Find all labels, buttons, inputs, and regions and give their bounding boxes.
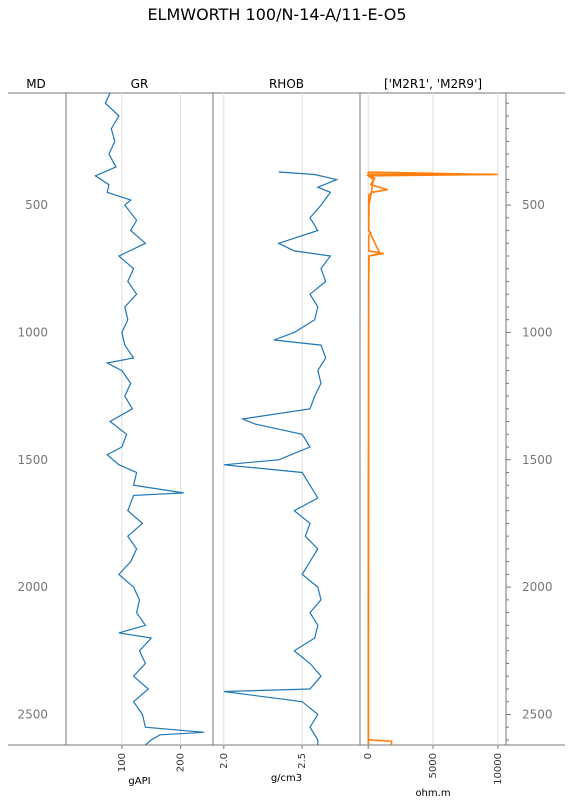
depth-tick-label: 2500 [17, 707, 48, 721]
log-tracks: GR 100 200 gAPI RHOB 2.0 2.5 g/cm3 ['M2R1', 'M2R… [94, 77, 504, 799]
x-tick-label: 100 [117, 753, 128, 772]
depth-tick-label: 1500 [522, 453, 553, 467]
track-header: GR [131, 77, 149, 91]
depth-tick-label: 500 [522, 198, 545, 212]
depth-tick-label: 1500 [17, 453, 48, 467]
track-unit-label: g/cm3 [271, 773, 302, 784]
x-tick-label: 2.5 [297, 753, 308, 769]
track-1: GR 100 200 gAPI [94, 77, 205, 787]
depth-tick-label: 500 [25, 198, 48, 212]
x-tick-label: 2.0 [219, 753, 230, 769]
depth-axis-label: MD [26, 77, 46, 91]
depth-axis-left: 500 1000 1500 2000 2500 [17, 198, 48, 721]
depth-tick-label: 2000 [17, 580, 48, 594]
chart-title: ELMWORTH 100/N-14-A/11-E-O5 [147, 5, 406, 24]
track-2: RHOB 2.0 2.5 g/cm3 [219, 77, 339, 784]
x-tick-label: 0 [363, 753, 374, 759]
x-tick-label: 10000 [493, 753, 504, 785]
depth-tick-label: 2000 [522, 580, 553, 594]
x-tick-label: 200 [176, 753, 187, 772]
depth-axis-right: 500 1000 1500 2000 2500 [506, 102, 553, 741]
series-line-gr [94, 92, 205, 746]
series-line-rhob [223, 171, 339, 745]
x-tick-label: 5000 [428, 753, 439, 778]
depth-tick-label: 1000 [17, 325, 48, 339]
depth-tick-label: 1000 [522, 325, 553, 339]
series-line-m2r9 [365, 171, 496, 745]
track-3: ['M2R1', 'M2R9'] 0 5000 10000 ohm.m [363, 77, 504, 799]
track-header: RHOB [269, 77, 304, 91]
depth-tick-label: 2500 [522, 707, 553, 721]
plot-frame [8, 92, 565, 746]
track-unit-label: ohm.m [415, 788, 450, 799]
track-unit-label: gAPI [128, 776, 150, 787]
track-header: ['M2R1', 'M2R9'] [384, 77, 482, 91]
